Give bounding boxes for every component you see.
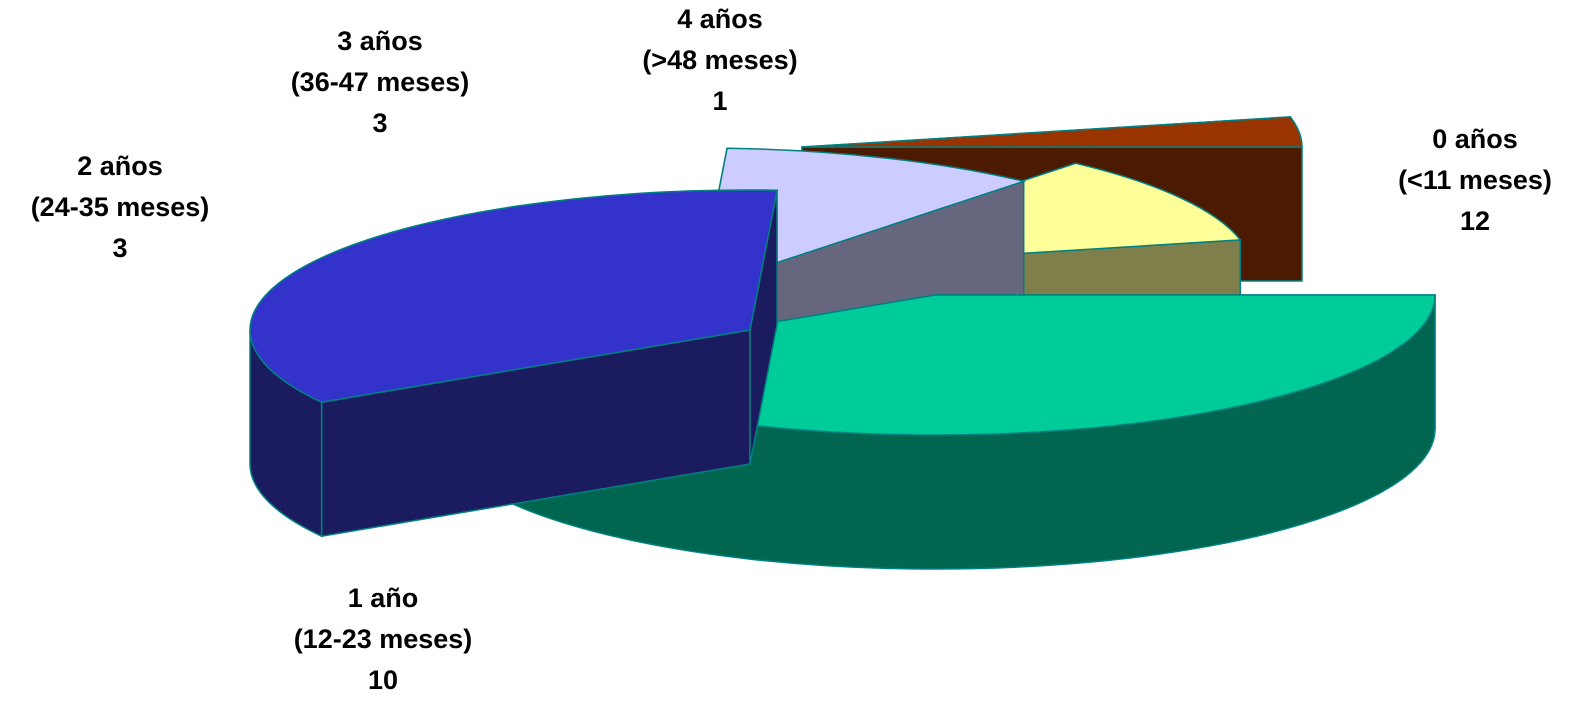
pie-slice-top <box>801 116 1303 148</box>
slice-label-line: (36-47 meses) <box>291 67 470 97</box>
slice-value-label: 3 <box>112 233 127 263</box>
slice-value-label: 3 <box>372 108 387 138</box>
slice-label: 0 años (<11 meses) 12 <box>1398 124 1552 236</box>
pie-slice-top <box>699 147 1027 290</box>
slice-label: 2 años (24-35 meses) 3 <box>31 151 210 263</box>
slice-label-line: 0 años <box>1432 124 1518 154</box>
slice-label: 1 año (12-23 meses) 10 <box>294 583 473 695</box>
slice-label-line: 4 años <box>677 4 763 34</box>
pie-slice-top <box>249 189 779 403</box>
slice-label-line: 3 años <box>337 26 423 56</box>
slice-label: 4 años (>48 meses) 1 <box>642 4 797 116</box>
slice-label-line: (>48 meses) <box>642 45 797 75</box>
slice-value-label: 12 <box>1460 206 1490 236</box>
slice-label: 3 años (36-47 meses) 3 <box>291 26 470 138</box>
slice-label-line: 2 años <box>77 151 163 181</box>
slice-label-line: (<11 meses) <box>1398 165 1552 195</box>
slice-label-line: (24-35 meses) <box>31 192 210 222</box>
slice-label-line: (12-23 meses) <box>294 624 473 654</box>
pie-slice <box>249 189 779 538</box>
slice-value-label: 1 <box>712 86 727 116</box>
slice-value-label: 10 <box>368 665 398 695</box>
slice-label-line: 1 año <box>348 583 419 613</box>
